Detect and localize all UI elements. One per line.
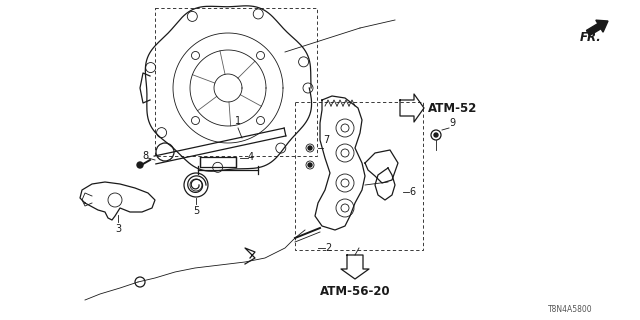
- Bar: [295, 102, 423, 250]
- Text: ATM-52: ATM-52: [428, 101, 477, 115]
- Circle shape: [308, 163, 312, 167]
- Circle shape: [308, 146, 312, 150]
- Text: ATM-56-20: ATM-56-20: [320, 285, 390, 298]
- Text: 6: 6: [409, 187, 415, 197]
- Text: T8N4A5800: T8N4A5800: [548, 305, 593, 314]
- Text: 3: 3: [115, 224, 121, 234]
- Text: 1: 1: [235, 116, 241, 126]
- Text: 8: 8: [142, 151, 148, 161]
- Text: 5: 5: [193, 206, 199, 216]
- Text: FR.: FR.: [580, 30, 602, 44]
- Circle shape: [434, 133, 438, 137]
- Bar: [200, 157, 236, 167]
- Text: 2: 2: [325, 243, 332, 253]
- FancyArrow shape: [586, 20, 608, 36]
- Circle shape: [137, 162, 143, 168]
- Text: 4: 4: [248, 152, 254, 162]
- Bar: [155, 8, 317, 156]
- Text: 9: 9: [449, 118, 455, 128]
- Text: 7: 7: [323, 135, 329, 145]
